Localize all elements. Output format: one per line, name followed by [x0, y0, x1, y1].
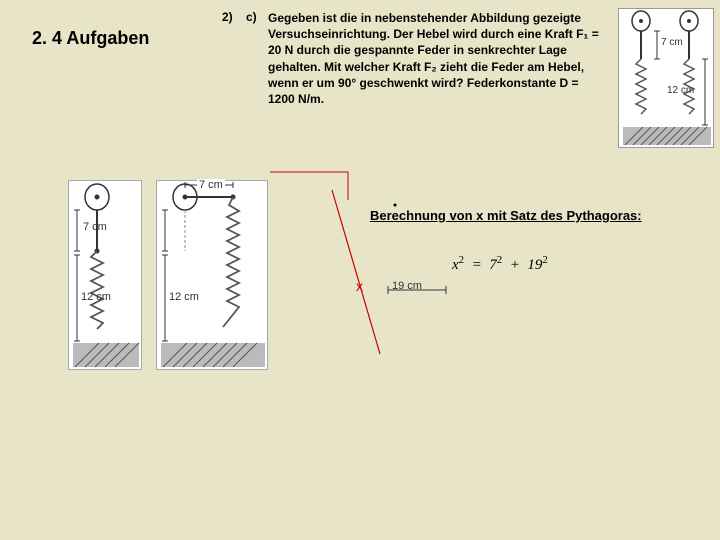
dim-19cm: 19 cm: [392, 280, 422, 292]
mid-dim-7: 7 cm: [197, 179, 225, 191]
thumb-dim-12: 12 cm: [667, 85, 694, 96]
thumb-svg: [619, 9, 715, 149]
left-dim-7: 7 cm: [83, 221, 107, 233]
left-svg: [69, 181, 143, 371]
x-variable-label: x: [356, 278, 363, 294]
pythagoras-heading: Berechnung von x mit Satz des Pythagoras…: [370, 208, 642, 223]
middle-diagram: 7 cm 12 cm: [156, 180, 268, 370]
mid-dim-12: 12 cm: [169, 291, 199, 303]
problem-subletter: c): [246, 10, 257, 24]
problem-number: 2): [222, 10, 233, 24]
thumbnail-diagram: 7 cm 12 cm: [618, 8, 714, 148]
pythagoras-formula: x2 = 72 + 192: [452, 254, 548, 274]
problem-text: Gegeben ist die in nebenstehender Abbild…: [268, 10, 608, 107]
section-title: 2. 4 Aufgaben: [32, 28, 149, 49]
mid-svg: [157, 181, 269, 371]
left-dim-12: 12 cm: [81, 291, 111, 303]
formula-body: x2 = 72 + 192: [452, 257, 548, 273]
thumb-dim-7: 7 cm: [661, 37, 683, 48]
left-diagram: 7 cm 12 cm: [68, 180, 142, 370]
